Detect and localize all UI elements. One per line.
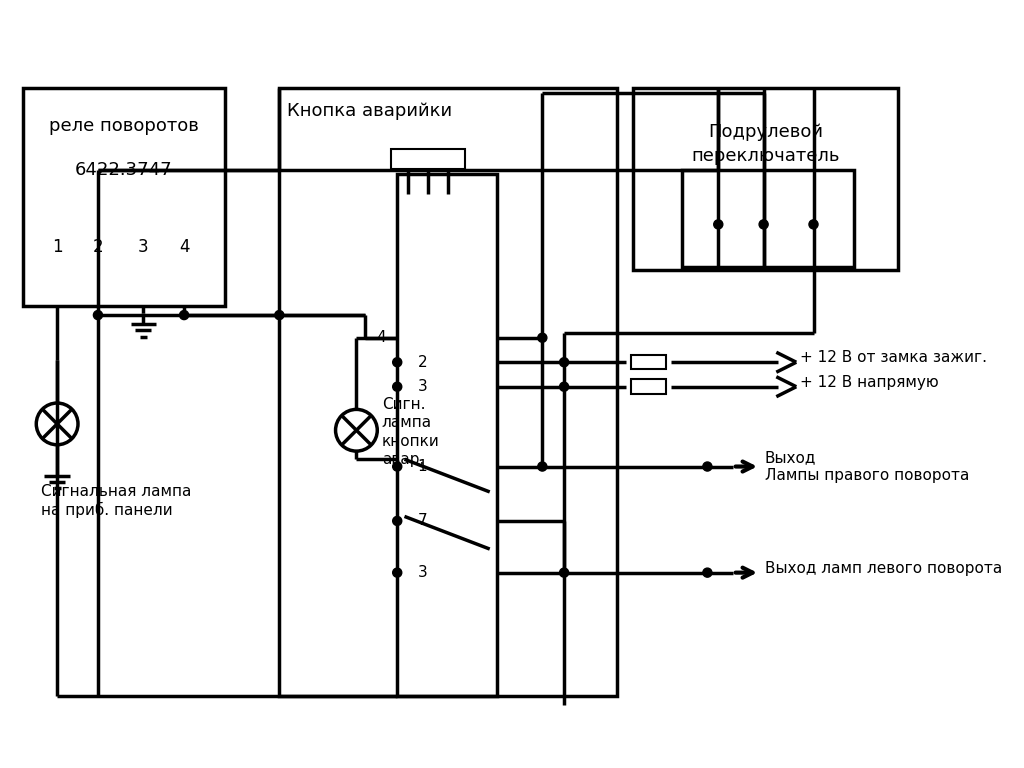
- Circle shape: [702, 568, 712, 578]
- Circle shape: [392, 462, 401, 471]
- Circle shape: [559, 358, 568, 367]
- Text: + 12 В напрямую: + 12 В напрямую: [800, 375, 939, 389]
- Text: Сигнальная лампа: Сигнальная лампа: [41, 485, 191, 499]
- Text: 2: 2: [418, 355, 427, 369]
- Text: 3: 3: [418, 565, 427, 580]
- Circle shape: [759, 220, 768, 229]
- Text: 7: 7: [418, 514, 427, 528]
- Bar: [633, 88, 898, 270]
- Circle shape: [392, 382, 401, 391]
- Text: Подрулевой: Подрулевой: [708, 123, 823, 141]
- Text: 3: 3: [418, 379, 427, 394]
- Text: Лампы правого поворота: Лампы правого поворота: [765, 468, 969, 483]
- Text: 2: 2: [92, 238, 103, 256]
- Circle shape: [809, 220, 818, 229]
- Bar: [391, 149, 465, 169]
- Circle shape: [392, 516, 401, 525]
- Bar: [397, 174, 497, 696]
- Bar: [631, 379, 666, 394]
- Text: 6422.3747: 6422.3747: [75, 161, 173, 179]
- Text: + 12 В от замка зажиг.: + 12 В от замка зажиг.: [800, 350, 987, 366]
- Circle shape: [93, 310, 102, 319]
- Text: 1: 1: [52, 238, 62, 256]
- Text: 4: 4: [376, 330, 386, 346]
- Text: на приб. панели: на приб. панели: [41, 502, 172, 518]
- Circle shape: [538, 462, 547, 471]
- Circle shape: [702, 462, 712, 471]
- Circle shape: [559, 382, 568, 391]
- Text: авар.: авар.: [382, 452, 424, 467]
- Bar: [23, 88, 225, 306]
- Text: 1: 1: [418, 459, 427, 474]
- Circle shape: [714, 220, 723, 229]
- Circle shape: [274, 310, 284, 319]
- Text: Выход: Выход: [765, 450, 816, 465]
- Circle shape: [538, 333, 547, 343]
- Bar: [682, 170, 854, 267]
- Circle shape: [179, 310, 188, 319]
- Text: кнопки: кнопки: [382, 434, 439, 449]
- Text: Сигн.: Сигн.: [382, 397, 425, 412]
- Text: 4: 4: [179, 238, 189, 256]
- Text: реле поворотов: реле поворотов: [49, 118, 199, 135]
- Text: переключатель: переключатель: [691, 147, 840, 165]
- Circle shape: [559, 568, 568, 578]
- Bar: [631, 355, 666, 369]
- Text: Выход ламп левого поворота: Выход ламп левого поворота: [765, 561, 1001, 575]
- Bar: [280, 88, 616, 696]
- Circle shape: [392, 358, 401, 367]
- Circle shape: [392, 568, 401, 578]
- Text: 3: 3: [138, 238, 148, 256]
- Text: лампа: лампа: [382, 415, 432, 431]
- Text: Кнопка аварийки: Кнопка аварийки: [287, 102, 452, 120]
